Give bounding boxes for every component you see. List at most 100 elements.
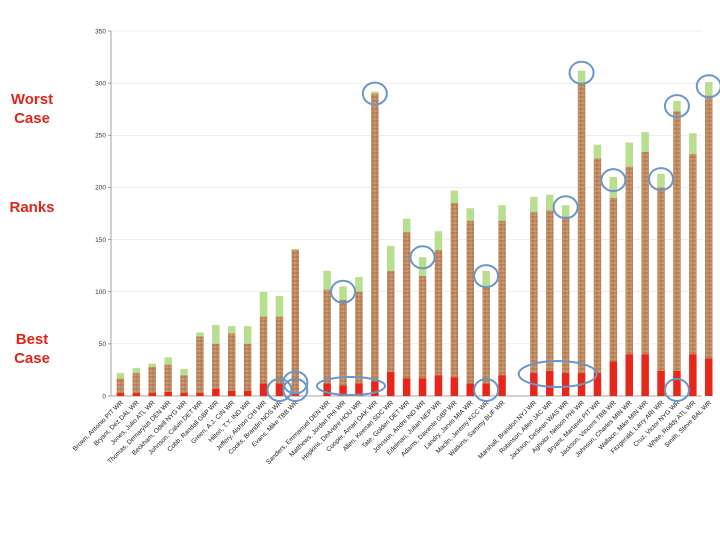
bar-middle-segment bbox=[498, 220, 506, 376]
bar-best-segment bbox=[657, 370, 665, 396]
y-tick-label: 150 bbox=[95, 237, 106, 244]
bar-middle-segment bbox=[355, 291, 363, 384]
bar-worst-segment bbox=[593, 144, 602, 159]
bar-middle-segment bbox=[402, 232, 411, 379]
bar-best-segment bbox=[673, 370, 681, 396]
bar-worst-segment bbox=[577, 70, 586, 84]
bar-worst-segment bbox=[466, 208, 474, 221]
bar-worst-segment bbox=[243, 326, 252, 344]
highlight-circle bbox=[695, 74, 720, 99]
highlight-circle bbox=[361, 81, 388, 106]
bar-best-segment bbox=[196, 392, 204, 396]
highlight-circle bbox=[473, 264, 500, 289]
y-tick-label: 300 bbox=[95, 80, 106, 87]
ranks-label: Ranks bbox=[9, 199, 55, 216]
bar-middle-segment bbox=[450, 203, 459, 378]
bar-worst-segment bbox=[164, 357, 172, 365]
bar-middle-segment bbox=[132, 373, 141, 393]
y-tick-label: 50 bbox=[99, 341, 107, 348]
bar-middle-segment bbox=[689, 154, 697, 355]
bar-best-segment bbox=[339, 385, 347, 396]
bar-middle-segment bbox=[228, 333, 236, 391]
bar-middle-segment bbox=[418, 276, 427, 379]
bar-best-segment bbox=[609, 361, 618, 396]
bar-best-segment bbox=[689, 354, 697, 396]
bar-best-segment bbox=[275, 383, 284, 396]
y-tick-label: 200 bbox=[95, 185, 106, 192]
bar-best-segment bbox=[625, 354, 633, 396]
bar-worst-segment bbox=[673, 100, 681, 112]
bar-best-segment bbox=[323, 383, 331, 396]
bar-worst-segment bbox=[418, 257, 427, 277]
bar-worst-segment bbox=[434, 231, 443, 250]
bar-worst-segment bbox=[689, 133, 697, 155]
bar-worst-segment bbox=[148, 363, 156, 367]
highlight-circle bbox=[568, 60, 595, 85]
y-tick-label: 0 bbox=[102, 393, 106, 400]
bar-middle-segment bbox=[561, 216, 570, 374]
bar-worst-segment bbox=[196, 332, 204, 337]
highlight-circle bbox=[473, 378, 500, 402]
bar-worst-segment bbox=[228, 326, 236, 334]
bar-middle-segment bbox=[196, 336, 204, 393]
bar-middle-segment bbox=[657, 187, 665, 371]
bar-middle-segment bbox=[148, 366, 156, 393]
bar-worst-segment bbox=[212, 325, 220, 344]
bar-middle-segment bbox=[275, 316, 284, 384]
bar-middle-segment bbox=[164, 364, 172, 392]
bar-middle-segment bbox=[593, 158, 602, 374]
bar-middle-segment bbox=[577, 83, 586, 374]
bar-worst-segment bbox=[387, 245, 395, 271]
bar-worst-segment bbox=[641, 132, 649, 152]
bar-best-segment bbox=[402, 378, 411, 396]
bar-best-segment bbox=[705, 358, 713, 396]
bar-middle-segment bbox=[339, 300, 347, 386]
bar-best-segment bbox=[561, 373, 570, 396]
bar-best-segment bbox=[450, 377, 459, 396]
bar-worst-segment bbox=[530, 196, 538, 213]
bar-middle-segment bbox=[291, 250, 300, 393]
bar-best-segment bbox=[371, 381, 379, 396]
bar-best-segment bbox=[212, 388, 220, 396]
bar-worst-segment bbox=[450, 190, 459, 204]
bar-best-segment bbox=[546, 370, 554, 396]
bar-best-segment bbox=[116, 392, 125, 396]
bar-best-segment bbox=[593, 373, 602, 396]
bar-worst-segment bbox=[498, 205, 506, 221]
highlight-circle bbox=[266, 378, 293, 402]
y-tick-label: 350 bbox=[95, 28, 106, 35]
bar-middle-segment bbox=[259, 316, 268, 384]
bar-worst-segment bbox=[402, 218, 411, 233]
bar-best-segment bbox=[498, 375, 506, 396]
bar-middle-segment bbox=[482, 286, 490, 384]
highlight-circle bbox=[409, 245, 436, 270]
bar-worst-segment bbox=[371, 91, 379, 94]
bar-best-segment bbox=[148, 392, 156, 396]
bar-middle-segment bbox=[371, 93, 379, 382]
bar-best-segment bbox=[164, 391, 172, 396]
bar-worst-segment bbox=[259, 291, 268, 317]
worst-case-label: Worst Case bbox=[10, 91, 54, 127]
bar-best-segment bbox=[180, 392, 188, 396]
bar-middle-segment bbox=[243, 343, 252, 391]
highlight-circle bbox=[552, 195, 579, 220]
bar-middle-segment bbox=[180, 375, 188, 393]
bar-middle-segment bbox=[546, 210, 554, 371]
bar-middle-segment bbox=[387, 270, 395, 373]
bar-best-segment bbox=[418, 378, 427, 396]
bar-worst-segment bbox=[132, 367, 141, 374]
bar-middle-segment bbox=[434, 250, 443, 376]
bar-best-segment bbox=[259, 383, 268, 396]
bar-worst-segment bbox=[625, 142, 633, 167]
highlight-circle bbox=[663, 94, 690, 119]
bar-worst-segment bbox=[561, 205, 570, 217]
highlight-ellipse bbox=[517, 360, 598, 388]
bar-middle-segment bbox=[625, 166, 633, 355]
bar-worst-segment bbox=[705, 82, 713, 96]
highlight-ellipse bbox=[316, 376, 386, 396]
bar-worst-segment bbox=[657, 173, 665, 188]
bar-best-segment bbox=[132, 392, 141, 396]
y-tick-label: 250 bbox=[95, 133, 106, 140]
